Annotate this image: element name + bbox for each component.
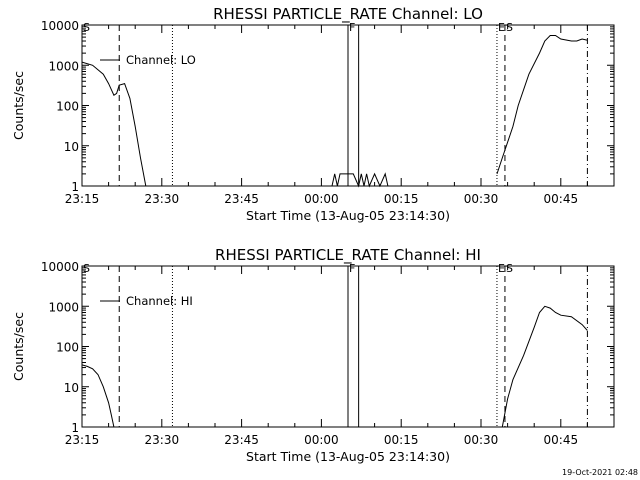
y-axis-label: Counts/sec bbox=[11, 71, 26, 140]
y-tick-label: 1 bbox=[71, 421, 79, 435]
y-tick-label: 1000 bbox=[48, 59, 79, 73]
chart-title: RHESSI PARTICLE_RATE Channel: HI bbox=[215, 246, 481, 265]
x-tick-label: 23:30 bbox=[145, 192, 180, 206]
event-marker-label: S bbox=[506, 21, 513, 34]
plot-timestamp: 19-Oct-2021 02:48 bbox=[562, 468, 638, 477]
x-tick-label: 00:15 bbox=[384, 192, 419, 206]
x-tick-label: 23:45 bbox=[224, 433, 259, 447]
series-line bbox=[81, 364, 115, 428]
y-tick-label: 10 bbox=[64, 381, 79, 395]
event-marker-label: E bbox=[498, 21, 505, 34]
x-tick-label: 00:30 bbox=[464, 192, 499, 206]
event-marker-label: E bbox=[498, 262, 505, 275]
series-line bbox=[496, 35, 588, 175]
chart-panel-1: RHESSI PARTICLE_RATE Channel: HI Start Ti… bbox=[11, 246, 615, 464]
event-marker-label: F bbox=[349, 21, 355, 34]
series-line bbox=[81, 61, 147, 187]
x-tick-label: 00:15 bbox=[384, 433, 419, 447]
y-tick-label: 10000 bbox=[41, 260, 79, 274]
x-tick-label: 00:45 bbox=[544, 192, 579, 206]
y-tick-label: 100 bbox=[56, 341, 79, 355]
event-marker-label: S bbox=[506, 262, 513, 275]
event-marker-label: F bbox=[349, 262, 355, 275]
x-tick-label: 23:15 bbox=[65, 433, 100, 447]
y-tick-label: 10 bbox=[64, 140, 79, 154]
chart-panel-0: RHESSI PARTICLE_RATE Channel: LO Start Ti… bbox=[11, 5, 615, 223]
x-tick-label: 00:00 bbox=[304, 192, 339, 206]
series-line bbox=[331, 172, 389, 188]
x-tick-label: 23:45 bbox=[224, 192, 259, 206]
series-line bbox=[501, 305, 588, 428]
y-axis-label: Counts/sec bbox=[11, 312, 26, 381]
event-marker-label: S bbox=[83, 262, 90, 275]
x-tick-label: 23:30 bbox=[145, 433, 180, 447]
legend-label: Channel: HI bbox=[126, 294, 193, 308]
x-axis-label: Start Time (13-Aug-05 23:14:30) bbox=[246, 449, 450, 464]
x-tick-label: 00:45 bbox=[544, 433, 579, 447]
y-tick-label: 1 bbox=[71, 180, 79, 194]
y-tick-label: 100 bbox=[56, 100, 79, 114]
x-tick-label: 23:15 bbox=[65, 192, 100, 206]
x-tick-label: 00:30 bbox=[464, 433, 499, 447]
x-tick-label: 00:00 bbox=[304, 433, 339, 447]
x-axis-label: Start Time (13-Aug-05 23:14:30) bbox=[246, 208, 450, 223]
legend-label: Channel: LO bbox=[126, 53, 196, 67]
event-marker-label: S bbox=[83, 21, 90, 34]
chart-title: RHESSI PARTICLE_RATE Channel: LO bbox=[213, 5, 483, 24]
y-tick-label: 1000 bbox=[48, 300, 79, 314]
y-tick-label: 10000 bbox=[41, 19, 79, 33]
